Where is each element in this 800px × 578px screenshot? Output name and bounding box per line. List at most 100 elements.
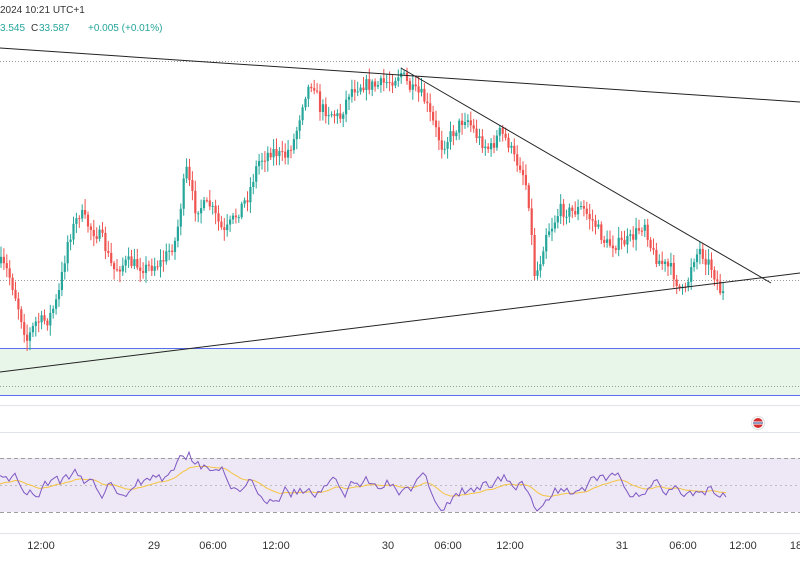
candle-up — [55, 299, 58, 309]
candle-down — [533, 235, 536, 276]
candle-up — [266, 152, 269, 162]
x-tick-label: 30 — [382, 540, 394, 552]
candle-up — [478, 136, 481, 139]
upper-trendline[interactable] — [0, 47, 800, 103]
header-date-time: 2024 10:21 UTC+1 — [0, 5, 85, 16]
candle-up — [617, 237, 620, 250]
candle-down — [115, 269, 119, 271]
candle-up — [707, 259, 710, 265]
candle-down — [562, 203, 565, 217]
candle-down — [405, 72, 409, 81]
candle-up — [536, 270, 539, 276]
x-tick-label: 31 — [616, 540, 628, 552]
candle-down — [585, 208, 588, 214]
candle-up — [356, 91, 359, 93]
candle-up — [394, 80, 397, 86]
candle-up — [185, 166, 188, 179]
candle-up — [34, 321, 37, 326]
ascending-support-trendline[interactable] — [0, 272, 800, 373]
candle-up — [252, 181, 255, 187]
candle-up — [484, 146, 487, 149]
candle-down — [661, 260, 664, 264]
candle-up — [379, 78, 382, 85]
candle-up — [81, 210, 84, 219]
candle-up — [342, 114, 345, 119]
candle-up — [176, 226, 179, 241]
candle-down — [318, 91, 322, 112]
candle-up — [0, 256, 3, 264]
candle-down — [408, 80, 411, 90]
candle-down — [316, 90, 319, 92]
candle-up — [350, 89, 353, 97]
candle-up — [301, 107, 304, 121]
candle-up — [458, 120, 461, 133]
candle-down — [147, 264, 150, 266]
candle-down — [437, 127, 440, 141]
candle-up — [542, 251, 545, 265]
candle-down — [719, 281, 722, 294]
candle-down — [423, 88, 426, 102]
candle-down — [710, 259, 713, 270]
candle-up — [643, 224, 646, 231]
candle-down — [588, 214, 591, 220]
candle-down — [519, 165, 522, 170]
candle-down — [37, 321, 40, 323]
candle-down — [95, 236, 98, 239]
candle-down — [234, 215, 237, 218]
candle-down — [220, 221, 223, 228]
candle-down — [188, 166, 191, 181]
candle-up — [606, 239, 609, 243]
candle-down — [269, 152, 272, 158]
candle-up — [330, 114, 333, 116]
candle-up — [249, 187, 252, 203]
candle-down — [434, 120, 438, 128]
candle-down — [191, 180, 194, 191]
candle-up — [226, 224, 229, 231]
candle-down — [475, 128, 478, 139]
candle-up — [278, 151, 281, 157]
candle-down — [339, 113, 342, 119]
candle-up — [66, 242, 69, 264]
candle-down — [608, 239, 612, 246]
candle-up — [237, 217, 240, 219]
candle-down — [275, 149, 278, 157]
candle-up — [168, 250, 171, 252]
candle-down — [432, 111, 435, 121]
candle-down — [150, 265, 153, 271]
candle-down — [646, 224, 649, 240]
x-tick-label: 12:00 — [496, 540, 524, 552]
candle-up — [597, 224, 600, 227]
candle-down — [89, 226, 92, 230]
candle-up — [411, 84, 414, 90]
candle-up — [420, 88, 423, 93]
candle-up — [28, 332, 32, 341]
candle-up — [449, 131, 452, 142]
candle-up — [626, 235, 629, 245]
support-zone[interactable] — [0, 348, 800, 395]
candle-up — [98, 229, 101, 239]
descending-trendline[interactable] — [400, 67, 772, 284]
candle-down — [594, 220, 597, 227]
candle-down — [17, 298, 20, 310]
rsi-line — [0, 450, 727, 512]
candle-up — [687, 281, 690, 287]
candle-up — [365, 79, 368, 90]
candle-up — [144, 264, 148, 273]
candle-up — [304, 98, 307, 108]
candle-up — [635, 228, 638, 240]
candle-down — [26, 334, 29, 341]
candle-down — [43, 315, 46, 321]
candle-up — [159, 260, 162, 267]
candle-down — [487, 146, 490, 150]
candle-down — [582, 206, 585, 209]
candle-down — [701, 248, 704, 259]
candle-down — [142, 271, 145, 273]
candle-down — [23, 322, 26, 335]
candle-down — [214, 205, 217, 214]
candle-down — [136, 259, 139, 268]
candle-down — [637, 228, 641, 231]
flag-icon[interactable] — [751, 416, 765, 430]
candle-up — [63, 263, 66, 272]
candle-up — [510, 145, 513, 148]
